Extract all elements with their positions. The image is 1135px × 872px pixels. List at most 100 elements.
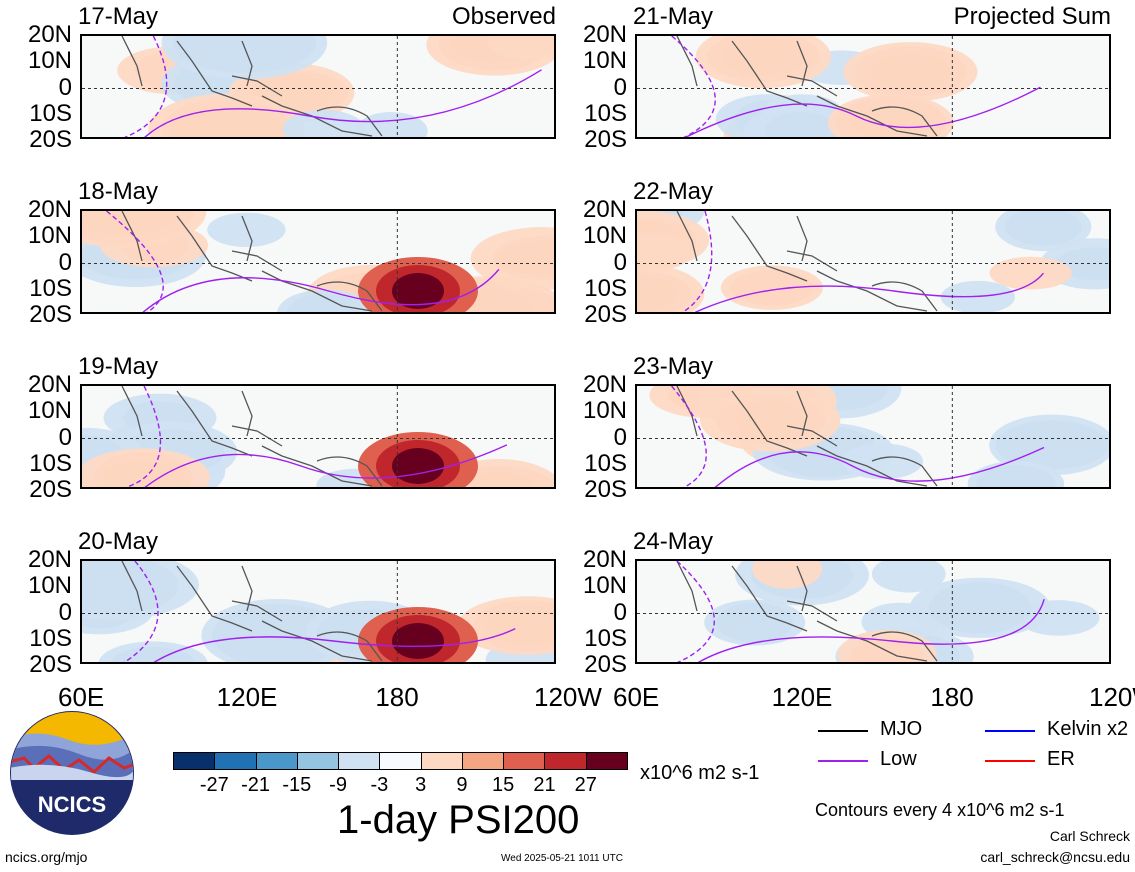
map-panel — [80, 559, 556, 664]
legend-line-kelvin-x2 — [985, 730, 1035, 732]
lat-label: 20S — [584, 301, 627, 328]
lat-label: 20S — [29, 126, 72, 153]
colorbar-tick-label: 9 — [456, 774, 468, 796]
lat-label: 0 — [613, 423, 627, 451]
colorbar-cell — [214, 752, 257, 770]
lat-label: 0 — [58, 598, 72, 626]
colorbar-tick-label: 3 — [415, 774, 427, 796]
colorbar-cell — [338, 752, 381, 770]
panel-date-5: 22-May — [633, 178, 714, 205]
colorbar-cell — [544, 752, 587, 770]
map-panel — [635, 209, 1111, 314]
lat-label: 0 — [58, 248, 72, 276]
legend-line-mjo — [818, 730, 868, 732]
colorbar-tick-label: -21 — [241, 774, 270, 796]
lat-label: 10N — [582, 572, 627, 600]
lat-label: 20N — [582, 196, 627, 223]
lat-label: 20S — [584, 126, 627, 153]
legend-label: MJO — [880, 718, 923, 740]
legend-label: ER — [1047, 748, 1075, 770]
map-panel — [80, 34, 556, 139]
map-panel — [80, 384, 556, 489]
panel-date-2: 19-May — [78, 353, 159, 380]
colorbar-cell — [585, 752, 628, 770]
lat-label: 20S — [584, 651, 627, 678]
panel-date-0: 17-May — [78, 3, 159, 30]
colorbar-cell — [379, 752, 422, 770]
map-panel — [635, 34, 1111, 139]
author-email: carl_schreck@ncsu.edu — [980, 849, 1130, 865]
lat-label: 20S — [29, 301, 72, 328]
panel-date-7: 24-May — [633, 528, 714, 555]
lat-label: 10N — [27, 572, 72, 600]
lat-label: 0 — [613, 248, 627, 276]
panel-date-4: 21-May — [633, 3, 714, 30]
lat-label: 20S — [29, 476, 72, 503]
lat-label: 20N — [582, 21, 627, 48]
lon-label: 120E — [771, 682, 833, 712]
map-panel — [635, 559, 1111, 664]
colorbar-tick-label: 15 — [492, 774, 515, 796]
chart-title: 1-day PSI200 — [337, 798, 580, 842]
lat-label: 0 — [58, 423, 72, 451]
lon-label: 120E — [216, 682, 278, 712]
colorbar-tick-label: -3 — [370, 774, 389, 796]
source-url: ncics.org/mjo — [5, 849, 88, 865]
lat-label: 10N — [582, 47, 627, 75]
lat-label: 20N — [27, 196, 72, 223]
colorbar-cell — [296, 752, 340, 770]
colorbar-tick-label: -27 — [199, 774, 229, 796]
lat-label: 10N — [27, 397, 72, 425]
author-name: Carl Schreck — [1049, 828, 1130, 844]
lat-label: 10S — [29, 624, 72, 652]
colorbar-tick-label: -15 — [282, 774, 312, 796]
lon-label: 120W — [534, 682, 602, 712]
colorbar-cell — [420, 752, 463, 770]
map-panel — [635, 384, 1111, 489]
panel-date-3: 20-May — [78, 528, 159, 555]
legend-line-er — [985, 760, 1035, 762]
colorbar-cell — [503, 752, 546, 770]
colorbar-tick-label: 27 — [574, 774, 597, 796]
lat-label: 10S — [584, 99, 627, 127]
lat-label: 10N — [582, 222, 627, 250]
lon-label: 60E — [613, 682, 660, 712]
colorbar: -27 -21 -15 -9 -3 3 9 15 21 27 — [173, 752, 628, 796]
lat-label: 20N — [27, 371, 72, 398]
lat-label: 10S — [584, 449, 627, 477]
lat-label: 10S — [584, 274, 627, 302]
lon-label: 120W — [1089, 682, 1135, 712]
lat-label: 10S — [29, 449, 72, 477]
lat-label: 20N — [582, 371, 627, 398]
lon-label: 180 — [930, 682, 974, 712]
colorbar-cell — [173, 752, 216, 770]
lat-label: 10N — [27, 222, 72, 250]
timestamp: Wed 2025-05-21 1011 UTC — [501, 853, 623, 864]
colorbar-tick-label: 21 — [533, 774, 556, 796]
lat-label: 0 — [58, 73, 72, 101]
lat-label: 20S — [584, 476, 627, 503]
colorbar-cell — [255, 752, 298, 770]
panel-date-1: 18-May — [78, 178, 159, 205]
lat-label: 0 — [613, 598, 627, 626]
lat-label: 20S — [29, 651, 72, 678]
lat-label: 20N — [27, 546, 72, 573]
lat-label: 10S — [29, 99, 72, 127]
units-label: x10^6 m2 s-1 — [640, 762, 760, 784]
lon-label: 60E — [58, 682, 105, 712]
map-panel — [80, 209, 556, 314]
panel-corner-label: Projected Sum — [953, 3, 1111, 30]
colorbar-tick-label: -9 — [329, 774, 347, 796]
legend-line-low — [818, 760, 868, 762]
lat-label: 20N — [582, 546, 627, 573]
lat-label: 10N — [27, 47, 72, 75]
lat-label: 10S — [584, 624, 627, 652]
legend-label: Kelvin x2 — [1047, 718, 1129, 740]
panel-date-6: 23-May — [633, 353, 714, 380]
contour-note: Contours every 4 x10^6 m2 s-1 — [815, 800, 1065, 820]
lon-label: 180 — [375, 682, 419, 712]
colorbar-cell — [461, 752, 505, 770]
lat-label: 20N — [27, 21, 72, 48]
lat-label: 10S — [29, 274, 72, 302]
lat-label: 10N — [582, 397, 627, 425]
